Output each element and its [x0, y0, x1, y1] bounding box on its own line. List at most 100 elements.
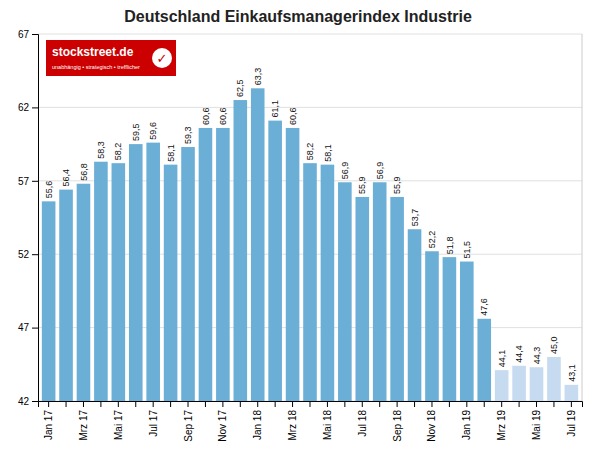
x-tick-label: Mai 17 [113, 410, 124, 440]
bar [94, 162, 108, 401]
y-tick-label: 62 [18, 102, 30, 113]
bar [547, 357, 561, 401]
y-tick-label: 47 [18, 322, 30, 333]
annotation: stockstreet.de [52, 45, 134, 59]
logo-background [46, 40, 176, 76]
title: Deutschland Einkaufsmanagerindex Industr… [124, 8, 472, 25]
y-tick-mark [32, 328, 38, 329]
x-tick-label: Jul 18 [357, 410, 368, 437]
y-tick-label: 57 [18, 176, 30, 187]
data-label: 45,0 [549, 336, 559, 354]
bar [199, 128, 213, 401]
x-tick-mark [327, 401, 328, 407]
y-tick-mark [32, 107, 38, 108]
x-tick-mark [292, 401, 293, 407]
y-tick-mark [32, 401, 38, 402]
x-tick-mark [431, 401, 432, 407]
bar [338, 182, 352, 401]
x-tick-mark [188, 401, 189, 407]
y-tick-label: 52 [18, 249, 30, 260]
x-tick: Mai 17 [113, 401, 124, 440]
x-tick-label: Mrz 19 [496, 410, 507, 441]
data-label: 56,8 [79, 163, 89, 181]
x-tick [135, 401, 136, 407]
y-tick-mark [32, 34, 38, 35]
y-tick-mark [32, 254, 38, 255]
x-tick-mark [362, 401, 363, 407]
x-tick-mark [310, 401, 311, 407]
x-tick-mark [83, 401, 84, 407]
x-axis-line [39, 402, 583, 408]
x-tick-mark [170, 401, 171, 407]
x-tick-label: Jan 17 [43, 410, 54, 440]
bar [408, 229, 422, 401]
x-tick-label: Jan 19 [461, 410, 472, 440]
x-tick-label: Nov 17 [217, 410, 228, 442]
data-label: 59,6 [148, 122, 158, 140]
data-label: 43,1 [567, 364, 577, 382]
data-label: 55,6 [44, 181, 54, 199]
bar [234, 100, 248, 401]
y-axis-line [32, 35, 39, 402]
x-tick: Jul 18 [357, 401, 368, 437]
x-tick-mark [344, 401, 345, 407]
x-tick-mark [536, 401, 537, 407]
x-tick-mark [571, 401, 572, 407]
x-tick [553, 401, 554, 407]
grid-line [38, 107, 582, 108]
data-label: 63,3 [253, 68, 263, 86]
data-label: 60,6 [201, 107, 211, 125]
bar [321, 165, 335, 401]
data-label: 58,2 [113, 143, 123, 161]
x-tick [484, 401, 485, 407]
x-tick-label: Nov 18 [426, 410, 437, 442]
bar [495, 370, 509, 401]
data-label: 61,1 [270, 100, 280, 118]
data-label: 44,1 [497, 350, 507, 368]
bars [42, 88, 578, 401]
x-tick [66, 401, 67, 407]
y-tick: 62 [18, 102, 38, 113]
x-tick-label: Jul 19 [566, 410, 577, 437]
x-tick-mark [449, 401, 450, 407]
data-label: 44,3 [532, 347, 542, 365]
y-tick: 52 [18, 249, 38, 260]
x-tick [240, 401, 241, 407]
x-tick [379, 401, 380, 407]
bar [112, 163, 126, 401]
x-tick-mark [553, 401, 554, 407]
x-tick-mark [222, 401, 223, 407]
y-tick: 47 [18, 322, 38, 333]
x-tick-label: Sep 17 [183, 410, 194, 442]
x-tick-label: Mai 18 [322, 410, 333, 440]
x-tick-mark [484, 401, 485, 407]
x-tick: Sep 18 [392, 401, 403, 442]
y-tick-label: 42 [18, 396, 30, 407]
plot-frame [582, 34, 583, 401]
y-tick-label: 67 [18, 29, 30, 40]
logo: stockstreet.deunabhängig • strategisch •… [46, 40, 176, 76]
x-tick-mark [240, 401, 241, 407]
bar [77, 184, 91, 401]
y-axis: 42 47 52 57 62 67 [18, 29, 39, 407]
data-label: 51,8 [445, 237, 455, 255]
data-label: 60,6 [288, 107, 298, 125]
data-label: 55,9 [357, 176, 367, 194]
x-tick: Mrz 17 [78, 401, 89, 441]
x-tick-label: Mrz 17 [78, 410, 89, 441]
x-tick [310, 401, 311, 407]
bar [443, 257, 457, 401]
bar [59, 190, 73, 401]
x-tick: Jan 18 [252, 401, 263, 440]
x-tick-mark [205, 401, 206, 407]
x-tick: Jul 19 [566, 401, 577, 437]
x-tick-mark [501, 401, 502, 407]
bar [164, 165, 178, 401]
x-tick-mark [135, 401, 136, 407]
bar [425, 251, 439, 401]
data-label: 52,2 [427, 231, 437, 249]
grid [38, 34, 582, 401]
x-tick: Mrz 18 [287, 401, 298, 441]
bar [373, 182, 387, 401]
data-label: 59,3 [183, 127, 193, 145]
